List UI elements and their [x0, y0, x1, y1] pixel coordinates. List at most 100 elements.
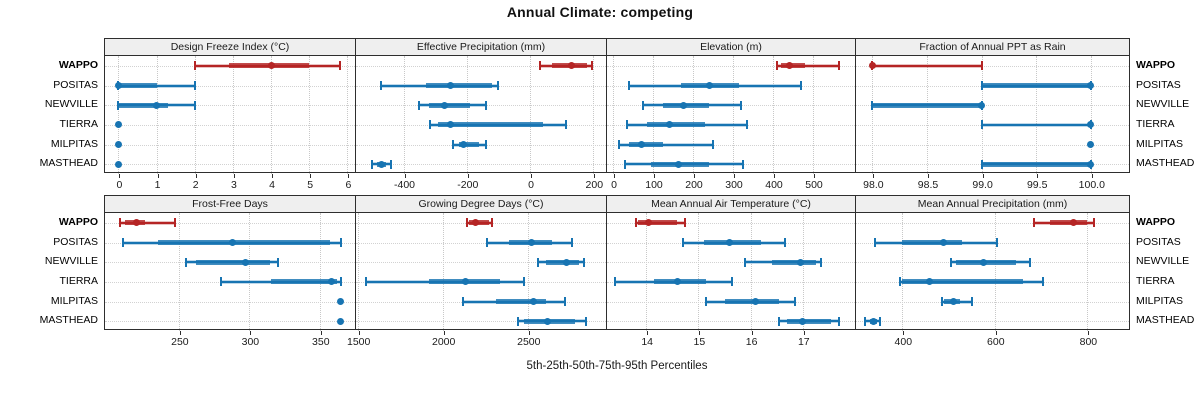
axis-tick: [528, 331, 530, 335]
gridline-vertical: [271, 56, 272, 174]
whisker-cap: [879, 316, 882, 326]
whisker-cap: [418, 100, 421, 110]
median-dot: [679, 101, 687, 109]
whisker-cap: [370, 159, 373, 169]
gridline-vertical: [530, 56, 532, 174]
gridline-vertical: [646, 213, 648, 331]
median-dot: [940, 239, 948, 246]
site-label-left: POSITAS: [53, 235, 98, 248]
gridline-vertical: [232, 56, 234, 174]
whisker-cap: [949, 257, 952, 267]
site-label-left: MILPITAS: [50, 137, 98, 150]
gridline-horizontal: [105, 85, 355, 87]
whisker-cap: [899, 277, 901, 287]
axis-tick-label: 98.5: [917, 179, 939, 191]
site-label-right: TIERRA: [1136, 117, 1175, 130]
gridline-horizontal: [105, 222, 355, 224]
median-dot: [114, 160, 122, 168]
whisker-cap: [626, 120, 628, 130]
median-dot: [1087, 82, 1095, 89]
percentile-whisker-5-95: [777, 64, 839, 67]
site-label-left: TIERRA: [59, 117, 98, 130]
percentile-band-25-75: [458, 142, 480, 147]
axis-tick-label: 0: [116, 179, 123, 191]
whisker-cap: [794, 297, 796, 306]
site-label-right: TIERRA: [1136, 274, 1175, 287]
whisker-cap: [746, 120, 748, 130]
percentile-band-25-75: [647, 122, 705, 128]
median-dot: [1087, 141, 1095, 148]
gridline-vertical: [733, 56, 734, 174]
axis-tick-label: 500: [805, 179, 823, 191]
axis-tick: [803, 331, 805, 335]
whisker-cap: [613, 277, 616, 287]
whisker-cap: [712, 140, 714, 149]
gridline-horizontal: [856, 65, 1129, 67]
whisker-cap: [497, 81, 500, 90]
whisker-cap: [582, 257, 585, 267]
median-dot: [925, 278, 933, 286]
panel-8: Mean Annual Precipitation (mm) 400 600 800: [855, 195, 1130, 348]
panel-plot: [105, 56, 355, 174]
axis-tick-label: 98.0: [863, 179, 884, 191]
gridline-vertical: [118, 56, 120, 174]
axis-tick: [195, 174, 197, 178]
gridline-vertical: [1090, 56, 1092, 174]
panel-4: Fraction of Annual PPT as Rain 98.0 98.5 99…: [855, 38, 1130, 191]
gridline-vertical: [178, 213, 180, 331]
percentile-band-25-75: [495, 299, 546, 304]
gridline-vertical: [773, 56, 774, 174]
gridline-horizontal: [356, 242, 606, 244]
panel-strip: Growing Degree Days (°C): [356, 196, 606, 213]
gridline-vertical: [813, 56, 814, 174]
gridline-vertical: [981, 56, 983, 174]
axis-tick-label: 1: [154, 179, 161, 191]
gridline-vertical: [653, 56, 654, 174]
whisker-cap: [338, 61, 341, 71]
site-label-right: WAPPO: [1136, 215, 1176, 228]
median-dot: [870, 317, 878, 325]
percentile-band-25-75: [981, 83, 1091, 88]
whisker-cap: [873, 238, 876, 247]
panel-3: Elevation (m) 0 100 200 300 400 500: [606, 38, 856, 191]
median-dot: [1087, 121, 1095, 129]
whisker-cap: [185, 257, 187, 267]
median-dot: [114, 141, 122, 148]
axis-tick: [467, 174, 469, 178]
median-dot: [337, 317, 345, 325]
median-dot: [726, 239, 734, 246]
axis-tick-label: 15: [693, 336, 706, 348]
panel-strip: Effective Precipitation (mm): [356, 39, 606, 56]
whisker-cap: [565, 120, 568, 130]
panel-1: Design Freeze Index (°C) 0 1 2 3 4 5 6: [104, 38, 356, 191]
axis-tick: [982, 174, 984, 178]
axis-tick-label: 1500: [347, 336, 371, 348]
whisker-cap: [1093, 218, 1096, 228]
panel-strip: Elevation (m): [607, 39, 855, 56]
median-dot: [978, 101, 986, 109]
gridline-horizontal: [356, 321, 606, 323]
percentile-band-25-75: [724, 299, 780, 304]
axis-tick-label: 400: [894, 336, 913, 348]
median-dot: [447, 121, 455, 129]
whisker-cap: [1033, 218, 1036, 228]
gridline-vertical: [698, 213, 700, 331]
axis-tick-label: 100: [645, 179, 663, 191]
whisker-cap: [491, 218, 494, 228]
gridline-vertical: [527, 213, 529, 331]
axis-tick-label: 600: [987, 336, 1005, 348]
axis-tick-label: 2: [192, 179, 199, 191]
whisker-cap: [634, 218, 637, 228]
gridline-vertical: [156, 56, 158, 174]
median-dot: [337, 298, 345, 305]
median-dot: [460, 141, 468, 148]
axis-tick-label: 4: [269, 179, 275, 191]
axis-tick-label: 0: [611, 179, 617, 191]
percentile-band-25-75: [438, 122, 543, 128]
median-dot: [462, 278, 470, 286]
whisker-cap: [429, 120, 432, 130]
gridline-vertical: [194, 56, 196, 174]
axis-tick: [531, 174, 533, 178]
axis-tick: [814, 174, 815, 178]
whisker-cap: [618, 140, 620, 149]
